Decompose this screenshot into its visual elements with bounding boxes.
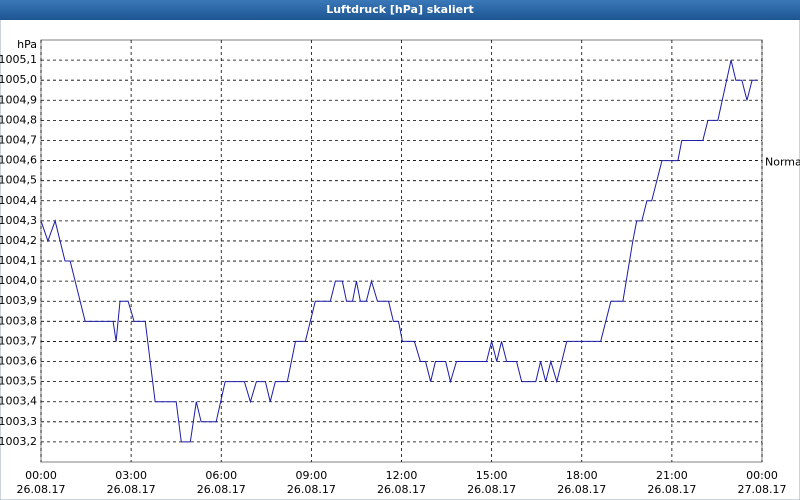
x-tick-date: 26.08.17	[557, 483, 606, 496]
y-tick-label: 1004,0	[0, 274, 37, 287]
x-tick-date: 26.08.17	[467, 483, 516, 496]
y-tick-label: 1003,7	[0, 334, 37, 347]
y-tick-label: 1004,1	[0, 254, 37, 267]
x-tick-label: 09:00	[296, 469, 328, 482]
y-tick-label: 1004,6	[0, 154, 37, 167]
y-tick-label: 1004,5	[0, 174, 37, 187]
y-tick-label: 1003,2	[0, 435, 37, 448]
x-tick-label: 12:00	[386, 469, 418, 482]
x-tick-label: 06:00	[205, 469, 237, 482]
x-tick-date: 26.08.17	[107, 483, 156, 496]
y-tick-label: 1005,1	[0, 53, 37, 66]
y-tick-label: 1004,3	[0, 214, 37, 227]
title-bar	[0, 0, 800, 20]
x-tick-label: 03:00	[115, 469, 147, 482]
y-tick-label: 1003,3	[0, 415, 37, 428]
x-tick-date: 27.08.17	[738, 483, 787, 496]
data-line	[40, 59, 757, 443]
x-tick-date: 26.08.17	[17, 483, 66, 496]
y-tick-label: 1004,7	[0, 133, 37, 146]
y-tick-label: 1003,8	[0, 314, 37, 327]
x-tick-date: 26.08.17	[647, 483, 696, 496]
y-tick-label: 1004,4	[0, 194, 37, 207]
x-tick-label: 15:00	[476, 469, 508, 482]
y-tick-label: 1004,8	[0, 113, 37, 126]
annotation: Normal	[765, 156, 800, 169]
y-tick-label: 1003,6	[0, 355, 37, 368]
y-tick-label: 1003,5	[0, 375, 37, 388]
chart-title: Luftdruck [hPa] skaliert	[326, 3, 474, 16]
y-tick-label: 1005,0	[0, 73, 37, 86]
x-tick-label: 00:00	[746, 469, 778, 482]
y-tick-label: 1004,9	[0, 93, 37, 106]
x-tick-date: 26.08.17	[287, 483, 336, 496]
x-tick-label: 18:00	[566, 469, 598, 482]
y-tick-label: 1004,2	[0, 234, 37, 247]
y-tick-label: 1003,4	[0, 395, 37, 408]
y-tick-label: 1003,9	[0, 294, 37, 307]
x-tick-label: 21:00	[656, 469, 688, 482]
x-tick-date: 26.08.17	[197, 483, 246, 496]
y-unit: hPa	[17, 38, 37, 51]
x-tick-label: 00:00	[25, 469, 57, 482]
x-tick-date: 26.08.17	[377, 483, 426, 496]
